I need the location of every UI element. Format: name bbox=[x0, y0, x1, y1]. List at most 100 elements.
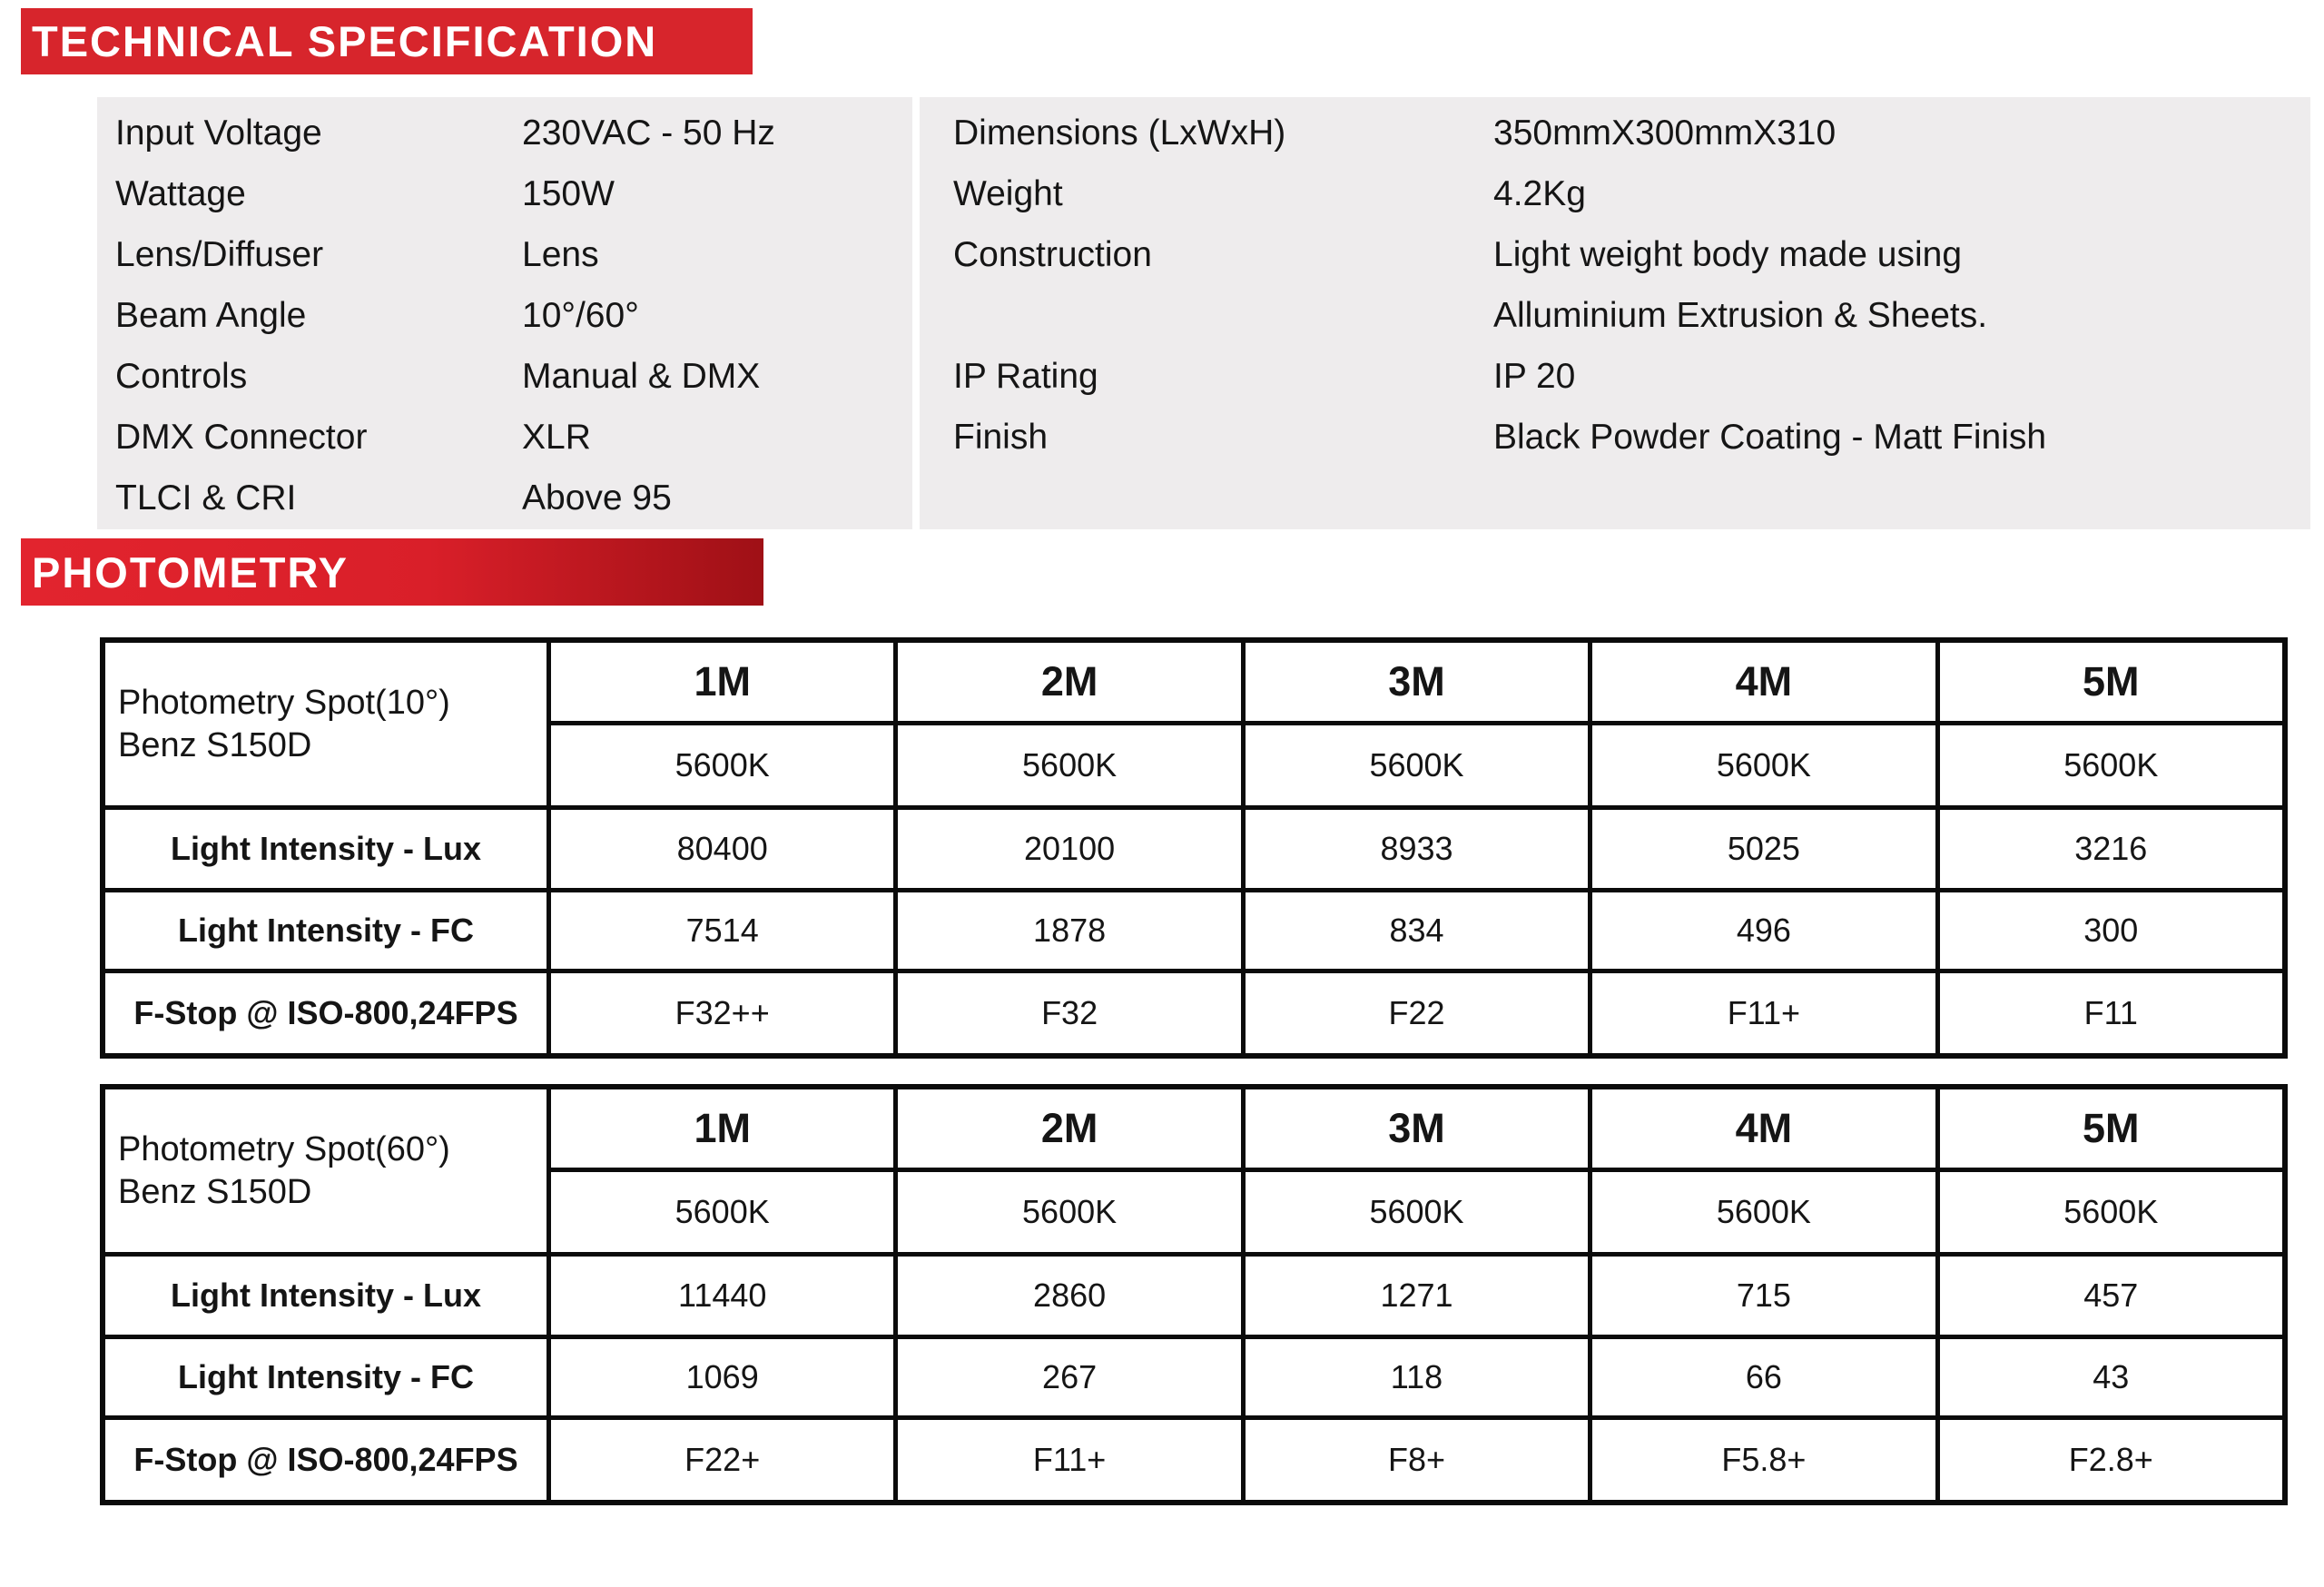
value-cell: 66 bbox=[1592, 1339, 1935, 1415]
value-cell: 2860 bbox=[898, 1257, 1241, 1335]
spec-row: Finish Black Powder Coating - Matt Finis… bbox=[920, 407, 2310, 468]
value-cell: F8+ bbox=[1245, 1420, 1589, 1500]
spec-label: Wattage bbox=[115, 173, 246, 213]
spec-value: Black Powder Coating - Matt Finish bbox=[1493, 417, 2047, 457]
value-cell: F11 bbox=[1939, 973, 2282, 1053]
distance-header-cell: 5M bbox=[1939, 643, 2282, 721]
metric-label-cell: Light Intensity - FC bbox=[105, 892, 547, 969]
spec-row: Dimensions (LxWxH) 350mmX300mmX310 bbox=[920, 103, 2310, 163]
metric-label-cell: F-Stop @ ISO-800,24FPS bbox=[105, 1420, 547, 1500]
cct-cell: 5600K bbox=[1245, 725, 1589, 805]
value-cell: F32++ bbox=[551, 973, 894, 1053]
spec-label: Dimensions (LxWxH) bbox=[953, 113, 1286, 153]
section-header-technical: TECHNICAL SPECIFICATION bbox=[21, 8, 753, 74]
section-title-photometry: PHOTOMETRY bbox=[32, 547, 350, 596]
spec-value: 350mmX300mmX310 bbox=[1493, 113, 1837, 153]
distance-header-cell: 2M bbox=[898, 643, 1241, 721]
cct-cell: 5600K bbox=[1592, 725, 1935, 805]
distance-header-cell: 1M bbox=[551, 1089, 894, 1168]
spec-label: Lens/Diffuser bbox=[115, 234, 324, 274]
table-title-line2: Benz S150D bbox=[118, 1172, 312, 1211]
distance-header-cell: 4M bbox=[1592, 1089, 1935, 1168]
spec-value: 4.2Kg bbox=[1493, 173, 1586, 213]
cct-cell: 5600K bbox=[551, 725, 894, 805]
distance-header-cell: 4M bbox=[1592, 643, 1935, 721]
spec-value: 230VAC - 50 Hz bbox=[522, 113, 775, 153]
value-cell: F11+ bbox=[1592, 973, 1935, 1053]
spec-label: DMX Connector bbox=[115, 417, 368, 457]
spec-label: Weight bbox=[953, 173, 1063, 213]
spec-value: Manual & DMX bbox=[522, 356, 761, 396]
value-cell: F11+ bbox=[898, 1420, 1241, 1500]
cct-cell: 5600K bbox=[1939, 725, 2282, 805]
spec-value: Alluminium Extrusion & Sheets. bbox=[1493, 295, 1988, 335]
metric-label-cell: F-Stop @ ISO-800,24FPS bbox=[105, 973, 547, 1053]
value-cell: 7514 bbox=[551, 892, 894, 969]
metric-label-cell: Light Intensity - Lux bbox=[105, 810, 547, 888]
value-cell: F22+ bbox=[551, 1420, 894, 1500]
value-cell: 43 bbox=[1939, 1339, 2282, 1415]
spec-row: Input Voltage 230VAC - 50 Hz bbox=[97, 103, 912, 163]
spec-row: TLCI & CRI Above 95 bbox=[97, 468, 912, 528]
photometry-table-spot60: Photometry Spot(60°) Benz S150D 1M 2M 3M… bbox=[100, 1084, 2288, 1505]
spec-label: Input Voltage bbox=[115, 113, 322, 153]
metric-label-cell: Light Intensity - FC bbox=[105, 1339, 547, 1415]
section-header-photometry: PHOTOMETRY bbox=[21, 538, 763, 606]
value-cell: 496 bbox=[1592, 892, 1935, 969]
spec-panel-left: Input Voltage 230VAC - 50 Hz Wattage 150… bbox=[97, 97, 912, 529]
metric-label-cell: Light Intensity - Lux bbox=[105, 1257, 547, 1335]
distance-header-cell: 3M bbox=[1245, 1089, 1589, 1168]
spec-panel-right: Dimensions (LxWxH) 350mmX300mmX310 Weigh… bbox=[920, 97, 2310, 529]
value-cell: F5.8+ bbox=[1592, 1420, 1935, 1500]
value-cell: 1878 bbox=[898, 892, 1241, 969]
spec-label: Construction bbox=[953, 234, 1152, 274]
value-cell: F32 bbox=[898, 973, 1241, 1053]
spec-row: Wattage 150W bbox=[97, 163, 912, 224]
value-cell: 1069 bbox=[551, 1339, 894, 1415]
value-cell: 5025 bbox=[1592, 810, 1935, 888]
distance-header-cell: 3M bbox=[1245, 643, 1589, 721]
section-title-technical: TECHNICAL SPECIFICATION bbox=[32, 17, 658, 65]
table-title-line1: Photometry Spot(10°) bbox=[118, 684, 450, 723]
value-cell: 834 bbox=[1245, 892, 1589, 969]
value-cell: F2.8+ bbox=[1939, 1420, 2282, 1500]
value-cell: F22 bbox=[1245, 973, 1589, 1053]
value-cell: 8933 bbox=[1245, 810, 1589, 888]
value-cell: 457 bbox=[1939, 1257, 2282, 1335]
spec-row: Construction Light weight body made usin… bbox=[920, 224, 2310, 285]
table-title-line2: Benz S150D bbox=[118, 725, 312, 764]
spec-row: Controls Manual & DMX bbox=[97, 346, 912, 407]
value-cell: 300 bbox=[1939, 892, 2282, 969]
spec-label: Controls bbox=[115, 356, 248, 396]
spec-value: IP 20 bbox=[1493, 356, 1576, 396]
spec-value: Light weight body made using bbox=[1493, 234, 1963, 274]
spec-row: Lens/Diffuser Lens bbox=[97, 224, 912, 285]
cct-cell: 5600K bbox=[551, 1172, 894, 1252]
cct-cell: 5600K bbox=[1592, 1172, 1935, 1252]
spec-value: 150W bbox=[522, 173, 615, 213]
distance-header-cell: 1M bbox=[551, 643, 894, 721]
value-cell: 1271 bbox=[1245, 1257, 1589, 1335]
spec-label: Finish bbox=[953, 417, 1049, 457]
spec-row: Weight 4.2Kg bbox=[920, 163, 2310, 224]
cct-cell: 5600K bbox=[898, 725, 1241, 805]
cct-cell: 5600K bbox=[1245, 1172, 1589, 1252]
spec-row: IP Rating IP 20 bbox=[920, 346, 2310, 407]
value-cell: 20100 bbox=[898, 810, 1241, 888]
spec-value: 10°/60° bbox=[522, 295, 639, 335]
value-cell: 11440 bbox=[551, 1257, 894, 1335]
value-cell: 715 bbox=[1592, 1257, 1935, 1335]
spec-label: Beam Angle bbox=[115, 295, 307, 335]
spec-label: TLCI & CRI bbox=[115, 478, 297, 518]
spec-label: IP Rating bbox=[953, 356, 1098, 396]
value-cell: 118 bbox=[1245, 1339, 1589, 1415]
table-title-line1: Photometry Spot(60°) bbox=[118, 1130, 450, 1169]
spec-value: Lens bbox=[522, 234, 599, 274]
value-cell: 267 bbox=[898, 1339, 1241, 1415]
spec-value: XLR bbox=[522, 417, 591, 457]
photometry-table-spot10: Photometry Spot(10°) Benz S150D 1M 2M 3M… bbox=[100, 637, 2288, 1059]
distance-header-cell: 2M bbox=[898, 1089, 1241, 1168]
cct-cell: 5600K bbox=[898, 1172, 1241, 1252]
spec-row: Beam Angle 10°/60° bbox=[97, 285, 912, 346]
